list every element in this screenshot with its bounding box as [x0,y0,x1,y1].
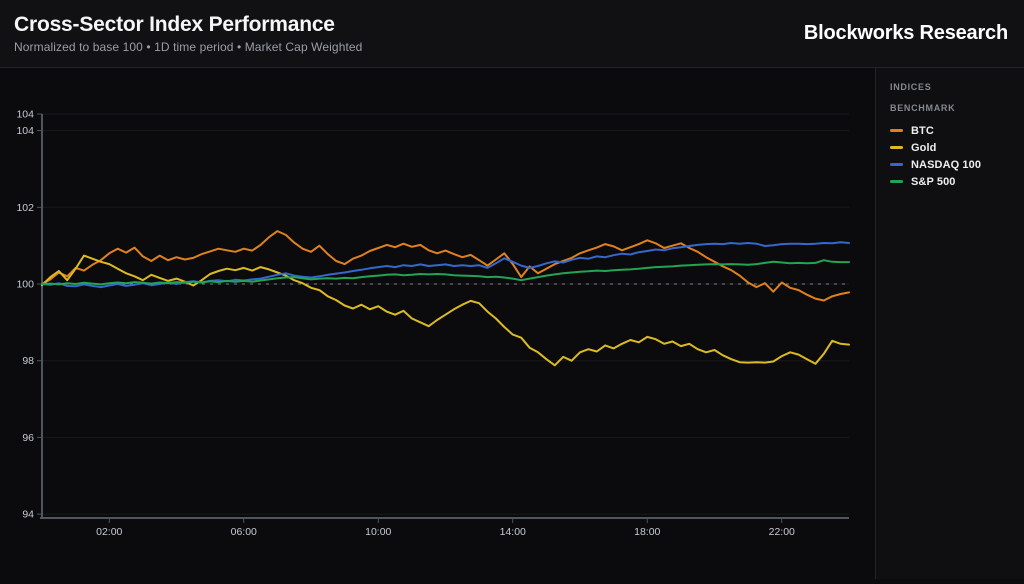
legend-label-gold: Gold [911,141,937,154]
page-title: Cross-Sector Index Performance [14,12,335,36]
y-tick-label: 104 [16,125,34,137]
nasdaq-line-swatch-icon [890,163,903,166]
y-tick-label: 98 [22,355,34,367]
y-tick-label: 102 [16,202,34,214]
panel-section-benchmark: BENCHMARK [890,103,956,113]
panel-section-indices: INDICES [890,82,932,92]
gold-line-swatch-icon [890,146,903,149]
series-line-btc [41,230,850,302]
legend-item-sp500[interactable]: S&P 500 [890,173,1016,190]
y-tick-label: 100 [16,279,34,291]
legend-label-nasdaq: NASDAQ 100 [911,158,982,171]
brand-logo: Blockworks Research [803,22,1008,44]
legend-label-sp500: S&P 500 [911,175,956,188]
sp500-line-swatch-icon [890,180,903,183]
y-tick-label: 94 [22,509,34,521]
legend-item-btc[interactable]: BTC [890,122,1016,139]
page-subtitle: Normalized to base 100 • 1D time period … [14,40,363,55]
x-tick-label: 10:00 [365,526,391,538]
legend-item-gold[interactable]: Gold [890,139,1016,156]
title-block: Cross-Sector Index Performance Normalize… [14,13,362,54]
side-panel: INDICES BENCHMARK BTC Gold NASDAQ 100 S&… [875,68,1024,579]
x-tick-label: 14:00 [500,526,526,538]
series-line-s-p-500 [41,259,850,286]
btc-line-swatch-icon [890,129,903,132]
series-line-gold [41,254,850,367]
header: Cross-Sector Index Performance Normalize… [0,0,1024,68]
x-tick-label: 06:00 [231,526,257,538]
y-tick-label: 104 [16,109,34,121]
legend-label-btc: BTC [911,124,934,137]
legend-item-nasdaq[interactable]: NASDAQ 100 [890,156,1016,173]
chart-area: 104 104 102 100 98 96 94 02:00 06:00 10:00 14:00 18… [0,68,875,579]
x-tick-label: 18:00 [634,526,660,538]
x-tick-label: 02:00 [96,526,122,538]
y-tick-label: 96 [22,432,34,444]
x-tick-label: 22:00 [769,526,795,538]
performance-chart[interactable]: 104 104 102 100 98 96 94 02:00 06:00 10:00 14:00 18… [0,68,875,579]
series-line-nasdaq-100 [41,241,850,289]
